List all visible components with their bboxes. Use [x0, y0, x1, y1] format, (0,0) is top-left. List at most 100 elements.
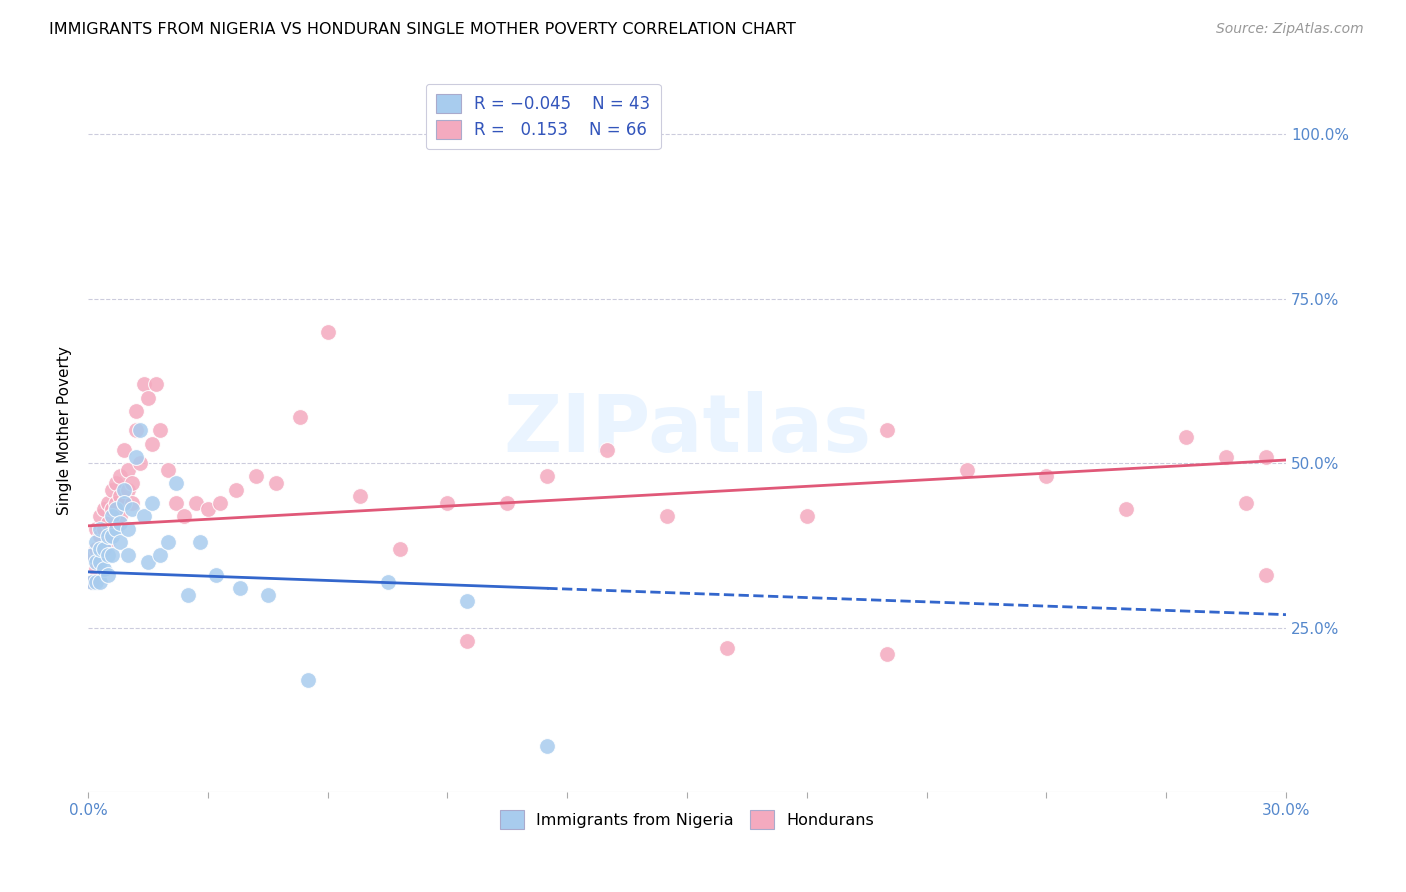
Point	[173, 508, 195, 523]
Point	[156, 463, 179, 477]
Point	[125, 424, 148, 438]
Point	[536, 739, 558, 754]
Point	[436, 496, 458, 510]
Point	[297, 673, 319, 688]
Point	[97, 568, 120, 582]
Point	[288, 410, 311, 425]
Point	[97, 529, 120, 543]
Point	[117, 522, 139, 536]
Point	[89, 529, 111, 543]
Point	[955, 463, 977, 477]
Point	[141, 496, 163, 510]
Point	[876, 647, 898, 661]
Point	[101, 483, 124, 497]
Point	[149, 549, 172, 563]
Point	[1254, 568, 1277, 582]
Point	[112, 496, 135, 510]
Point	[112, 443, 135, 458]
Point	[225, 483, 247, 497]
Point	[84, 522, 107, 536]
Point	[108, 535, 131, 549]
Point	[97, 516, 120, 530]
Point	[101, 549, 124, 563]
Point	[82, 574, 104, 589]
Point	[256, 588, 278, 602]
Text: Source: ZipAtlas.com: Source: ZipAtlas.com	[1216, 22, 1364, 37]
Point	[89, 508, 111, 523]
Point	[177, 588, 200, 602]
Point	[156, 535, 179, 549]
Point	[105, 496, 128, 510]
Point	[149, 424, 172, 438]
Point	[93, 541, 115, 556]
Point	[316, 325, 339, 339]
Point	[245, 469, 267, 483]
Point	[89, 555, 111, 569]
Point	[108, 508, 131, 523]
Point	[93, 502, 115, 516]
Point	[105, 502, 128, 516]
Legend: Immigrants from Nigeria, Hondurans: Immigrants from Nigeria, Hondurans	[494, 804, 880, 835]
Point	[377, 574, 399, 589]
Point	[82, 549, 104, 563]
Point	[101, 502, 124, 516]
Point	[108, 516, 131, 530]
Point	[84, 555, 107, 569]
Point	[197, 502, 219, 516]
Point	[125, 450, 148, 464]
Point	[596, 443, 619, 458]
Point	[205, 568, 228, 582]
Point	[229, 582, 252, 596]
Point	[82, 549, 104, 563]
Point	[165, 496, 187, 510]
Point	[89, 549, 111, 563]
Point	[101, 529, 124, 543]
Point	[188, 535, 211, 549]
Point	[349, 489, 371, 503]
Point	[145, 377, 167, 392]
Point	[112, 496, 135, 510]
Point	[456, 594, 478, 608]
Point	[117, 463, 139, 477]
Point	[101, 508, 124, 523]
Point	[132, 508, 155, 523]
Point	[105, 522, 128, 536]
Point	[456, 634, 478, 648]
Point	[264, 476, 287, 491]
Point	[1234, 496, 1257, 510]
Point	[97, 549, 120, 563]
Point	[117, 549, 139, 563]
Y-axis label: Single Mother Poverty: Single Mother Poverty	[58, 346, 72, 515]
Point	[1175, 430, 1198, 444]
Point	[536, 469, 558, 483]
Point	[84, 535, 107, 549]
Point	[136, 391, 159, 405]
Point	[141, 436, 163, 450]
Point	[89, 541, 111, 556]
Point	[388, 541, 411, 556]
Point	[89, 574, 111, 589]
Point	[136, 555, 159, 569]
Point	[105, 476, 128, 491]
Point	[121, 496, 143, 510]
Point	[82, 574, 104, 589]
Point	[84, 561, 107, 575]
Point	[121, 476, 143, 491]
Point	[125, 403, 148, 417]
Point	[655, 508, 678, 523]
Point	[108, 469, 131, 483]
Point	[93, 561, 115, 575]
Point	[93, 541, 115, 556]
Point	[208, 496, 231, 510]
Point	[121, 502, 143, 516]
Text: ZIPatlas: ZIPatlas	[503, 392, 872, 469]
Point	[496, 496, 519, 510]
Point	[84, 541, 107, 556]
Point	[1035, 469, 1057, 483]
Point	[84, 574, 107, 589]
Point	[112, 483, 135, 497]
Point	[108, 489, 131, 503]
Point	[796, 508, 818, 523]
Point	[129, 456, 152, 470]
Point	[93, 522, 115, 536]
